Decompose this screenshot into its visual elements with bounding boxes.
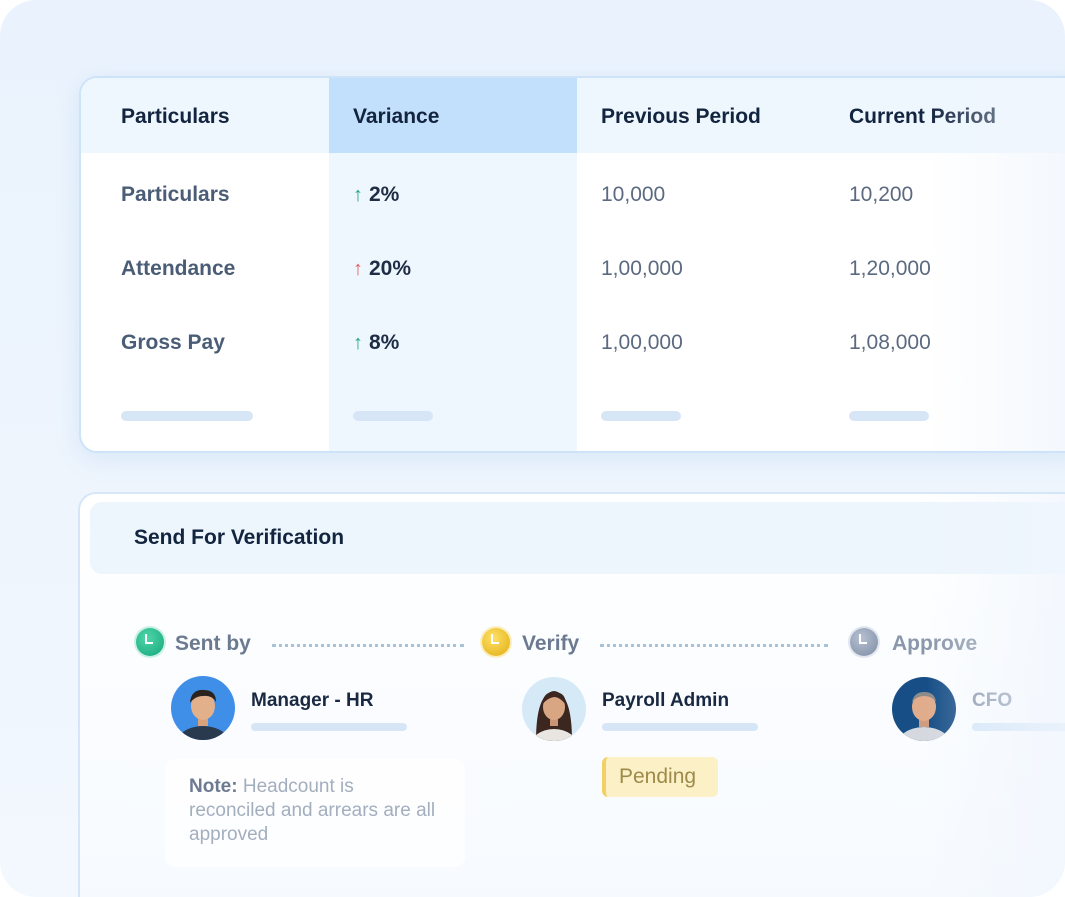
row-label: Attendance [121, 257, 236, 280]
row-label: Particulars [121, 183, 230, 206]
progress-connector [272, 644, 464, 647]
clock-icon [136, 628, 164, 656]
arrow-up-icon: ↑ [353, 332, 363, 354]
variance-text: 2% [369, 183, 400, 206]
skeleton-placeholder [601, 411, 681, 421]
verification-title: Send For Verification [134, 526, 345, 549]
skeleton-placeholder [251, 723, 407, 731]
avatar[interactable] [892, 677, 956, 741]
note-text: Headcount is reconciled and arrears are … [189, 776, 436, 845]
person-name: Manager - HR [251, 690, 374, 711]
verification-note: Note: Headcount is reconciled and arrear… [165, 759, 465, 867]
step-label-sent-by: Sent by [175, 632, 251, 655]
current-value: 10,200 [849, 183, 914, 206]
progress-connector [600, 644, 828, 647]
verification-card: Send For Verification Sent by Verify App… [78, 492, 1065, 897]
current-value: 1,20,000 [849, 257, 931, 280]
variance-value: ↑ 8% [353, 331, 399, 355]
variance-header-highlight [329, 78, 577, 153]
skeleton-placeholder [602, 723, 758, 731]
step-label-approve: Approve [892, 632, 978, 655]
variance-value: ↑ 2% [353, 183, 399, 207]
person-name: CFO [972, 690, 1013, 711]
header-current-period[interactable]: Current Period [849, 105, 997, 128]
clock-icon [482, 628, 510, 656]
skeleton-placeholder [121, 411, 253, 421]
arrow-up-icon: ↑ [353, 258, 363, 280]
previous-value: 10,000 [601, 183, 666, 206]
header-variance[interactable]: Variance [353, 105, 440, 128]
header-particulars[interactable]: Particulars [121, 105, 230, 128]
skeleton-placeholder [972, 723, 1065, 731]
arrow-up-icon: ↑ [353, 184, 363, 206]
person-name: Payroll Admin [602, 690, 730, 711]
previous-value: 1,00,000 [601, 331, 683, 354]
current-value: 1,08,000 [849, 331, 931, 354]
step-label-verify: Verify [522, 632, 580, 655]
variance-text: 20% [369, 257, 412, 280]
verification-header: Send For Verification [90, 502, 1065, 574]
skeleton-placeholder [849, 411, 929, 421]
header-previous-period[interactable]: Previous Period [601, 105, 761, 128]
note-label: Note: [189, 776, 238, 797]
variance-table: Particulars Variance Previous Period Cur… [79, 76, 1065, 453]
previous-value: 1,00,000 [601, 257, 683, 280]
avatar[interactable] [522, 677, 586, 741]
skeleton-placeholder [353, 411, 433, 421]
variance-value: ↑ 20% [353, 257, 411, 281]
avatar[interactable] [171, 676, 235, 740]
status-badge: Pending [602, 757, 718, 797]
row-label: Gross Pay [121, 331, 225, 354]
clock-icon [850, 628, 878, 656]
variance-text: 8% [369, 331, 400, 354]
